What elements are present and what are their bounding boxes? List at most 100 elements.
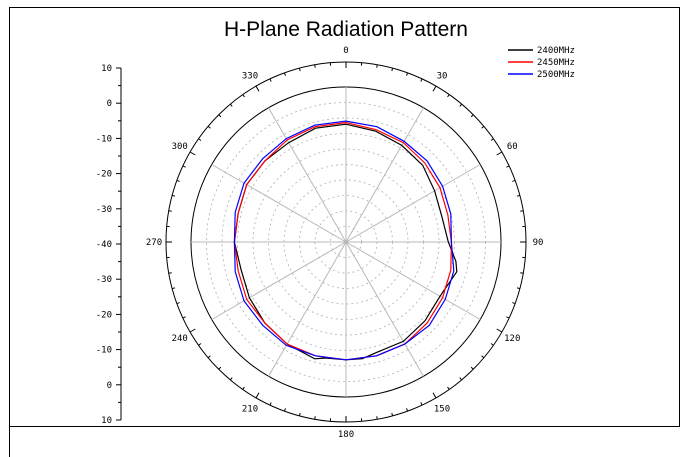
radial-label: 10 [101,416,112,426]
radial-label: 0 [107,99,112,109]
angle-tick [198,343,202,346]
legend-label: 2450MHz [537,58,575,68]
angle-tick [198,138,202,141]
angle-tick [432,392,437,399]
angle-tick [490,138,494,141]
angle-tick [172,287,176,290]
angle-tick [176,302,180,305]
series-layer [233,120,458,361]
angle-label: 180 [338,430,354,440]
angle-tick [189,151,196,156]
angle-tick [470,366,474,370]
angle-tick [459,103,463,107]
angle-tick [516,194,520,197]
angle-tick [269,78,272,82]
angle-tick [432,85,437,92]
legend-label: 2400MHz [537,46,575,56]
radial-label: -20 [96,310,112,320]
angle-tick [391,412,394,416]
angle-tick [406,72,409,76]
radial-label: 10 [101,64,112,74]
angle-tick [218,114,222,118]
angle-tick [520,210,524,212]
angle-tick [298,68,301,72]
angle-tick [520,272,524,274]
angle-tick [168,272,172,274]
angle-tick [255,85,260,92]
angle-label: 30 [437,72,448,82]
chart-title: H-Plane Radiation Pattern [224,18,468,41]
angle-label: 300 [172,142,188,152]
angle-tick [420,78,423,82]
angle-tick [182,316,186,319]
radial-label: -10 [96,346,112,356]
angle-label: 330 [242,72,258,82]
angle-label: 90 [533,238,544,248]
angle-tick [242,94,245,98]
angle-tick [172,194,176,197]
legend: 2400MHz 2450MHz 2500MHz [508,46,575,80]
angle-tick [376,64,378,68]
grid-spoke [211,241,347,320]
grid-spoke [345,107,424,243]
grid-spoke [268,241,347,377]
angle-label: 270 [146,238,162,248]
angle-tick [189,328,196,333]
angle-label: 150 [434,404,450,414]
angle-label: 60 [507,142,518,152]
angle-tick [283,72,286,76]
angle-tick [447,386,450,390]
angle-tick [512,302,516,305]
angle-tick [447,94,450,98]
angle-tick [459,377,463,381]
radial-axis: 10 0 -10 -20 -30 -40 -30 -20 -10 0 10 [96,64,122,426]
grid-spoke [345,241,424,377]
angle-tick [242,386,245,390]
radial-label: -40 [96,240,112,250]
angle-tick [255,392,260,399]
angle-tick [506,316,510,319]
angle-tick [496,151,503,156]
angle-tick [481,125,485,129]
radial-label: -20 [96,170,112,180]
radial-label: 0 [107,381,112,391]
angle-tick [376,416,378,420]
angle-tick [298,412,301,416]
angle-tick [481,355,485,359]
angle-tick [490,343,494,346]
angle-tick [420,402,423,406]
angle-label: 240 [172,334,188,344]
angle-tick [229,377,233,381]
grid-spoke [268,107,347,243]
angle-tick [207,355,211,359]
angle-tick [229,103,233,107]
angle-label: 120 [504,334,520,344]
angle-labels: 0 30 60 90 120 150 180 210 240 270 300 330 [146,46,544,440]
angle-tick [182,165,186,168]
angle-tick [283,408,286,412]
grid-spoke [211,164,347,243]
polar-grid [165,61,527,423]
angle-tick [391,68,394,72]
angle-tick [314,64,316,68]
angle-label: 0 [343,46,348,56]
angle-tick [269,402,272,406]
angle-tick [512,179,516,182]
radial-label: -10 [96,134,112,144]
frame-edge [9,427,10,457]
angle-tick [176,179,180,182]
series-line [233,122,453,361]
angle-tick [168,210,172,212]
angle-label: 210 [242,404,258,414]
angle-tick [406,408,409,412]
angle-tick [218,366,222,370]
series-line [233,120,455,361]
radial-label: -30 [96,275,112,285]
angle-tick [506,165,510,168]
angle-tick [207,125,211,129]
angle-tick [496,328,503,333]
angle-tick [516,287,520,290]
legend-label: 2500MHz [537,70,575,80]
angle-tick [314,416,316,420]
